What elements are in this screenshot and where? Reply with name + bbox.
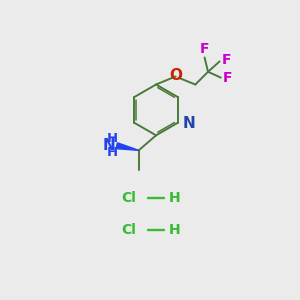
- Text: O: O: [169, 68, 182, 83]
- Text: N: N: [103, 138, 116, 153]
- Polygon shape: [116, 143, 139, 150]
- Text: F: F: [200, 42, 209, 56]
- Text: F: F: [222, 53, 231, 67]
- Text: H: H: [169, 191, 180, 205]
- Text: H: H: [169, 223, 180, 237]
- Text: H: H: [107, 146, 118, 159]
- Text: N: N: [182, 116, 195, 131]
- Text: Cl: Cl: [122, 191, 136, 205]
- Text: H: H: [107, 132, 118, 145]
- Text: F: F: [223, 70, 232, 85]
- Text: Cl: Cl: [122, 223, 136, 237]
